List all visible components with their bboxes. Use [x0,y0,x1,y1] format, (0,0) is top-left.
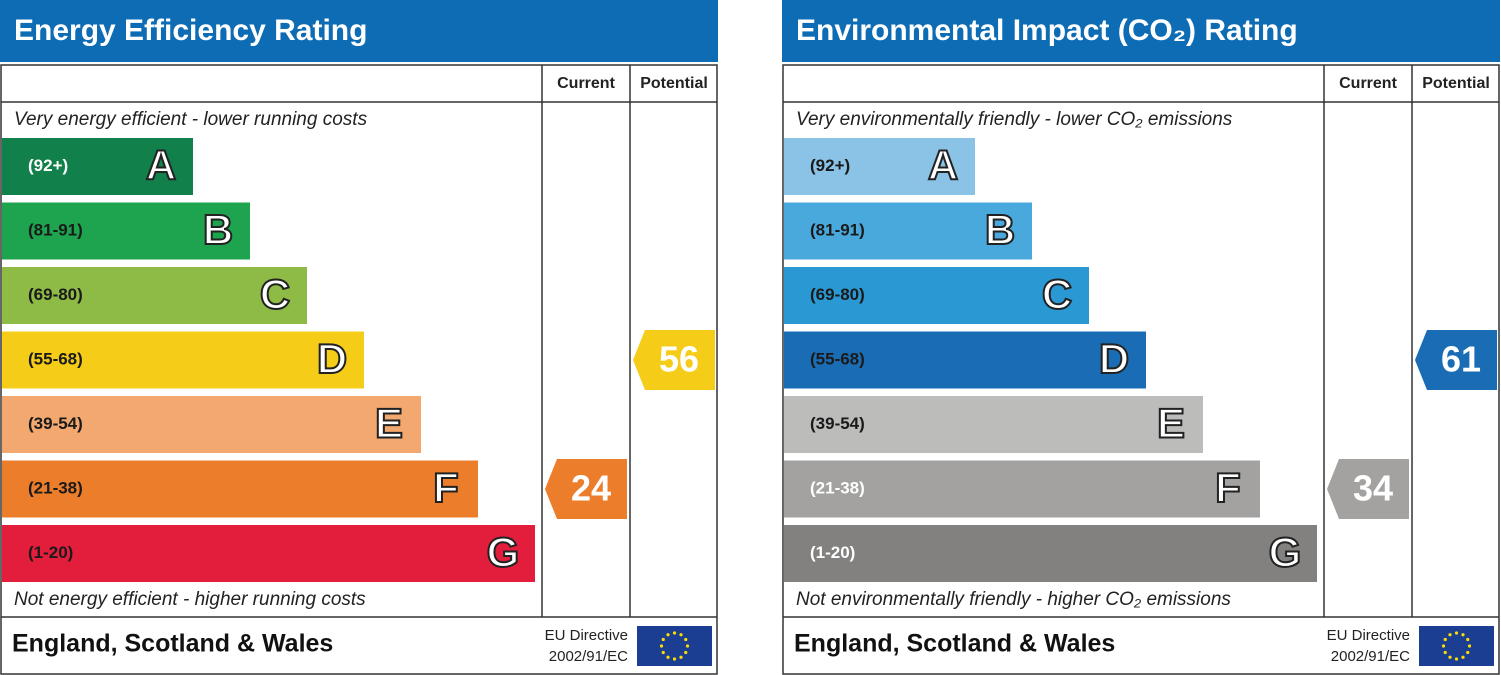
rating-value: 24 [571,468,611,509]
eu-star [1448,633,1452,637]
rating-panel: Environmental Impact (CO₂) Rating Current… [782,0,1500,675]
band-letter: C [1042,271,1072,318]
band-range: (39-54) [810,414,865,433]
eu-star [666,655,670,659]
eu-star [672,657,677,661]
eu-directive: 2002/91/EC [549,648,628,665]
band-letter: E [375,400,403,447]
column-header: Current [1339,75,1397,92]
eu-star [1461,655,1465,659]
band-range: (92+) [28,156,68,175]
eu-star [1443,637,1447,642]
band-letter: F [433,464,459,511]
band-bar [784,460,1260,518]
band-range: (69-80) [810,285,865,304]
rating-panel: Energy Efficiency Rating Current Potential… [0,0,718,675]
top-note: Very energy efficient - lower running co… [14,109,368,130]
band-letter: D [317,335,347,382]
rating-value: 34 [1353,468,1393,509]
eu-directive: EU Directive [545,627,628,644]
band-letter: B [985,206,1015,253]
eu-directive: EU Directive [1327,627,1410,644]
eu-star [659,644,664,648]
eu-star [1461,633,1465,637]
eu-star [1466,650,1470,655]
band-bar [784,331,1146,389]
band-bar [784,138,975,195]
eu-star [672,631,677,635]
title-bar [0,0,718,62]
band-bar [2,331,364,389]
band-letter: F [1215,464,1241,511]
column-header: Potential [1422,75,1490,92]
band-bar [2,460,478,518]
band-bar [2,202,250,260]
rating-arrow [545,459,627,519]
band-bar [784,525,1317,582]
eu-star [1448,655,1452,659]
bottom-note: Not energy efficient - higher running co… [14,589,366,610]
band-letter: A [146,142,176,189]
column-header: Current [557,75,615,92]
band-letter: A [928,142,958,189]
rating-arrow [633,330,715,390]
band-letter: G [1269,529,1302,576]
band-range: (39-54) [28,414,83,433]
band-bar [2,396,421,453]
band-bar [784,202,1032,260]
rating-arrow [1327,459,1409,519]
band-bar [784,396,1203,453]
band-letter: D [1099,335,1129,382]
eu-star [1466,637,1470,642]
band-letter: G [487,529,520,576]
band-range: (92+) [810,156,850,175]
band-range: (81-91) [810,220,865,239]
rating-value: 56 [659,339,699,380]
band-range: (1-20) [810,543,855,562]
band-letter: E [1157,400,1185,447]
eu-star [679,633,683,637]
eu-star [666,633,670,637]
band-letter: C [260,271,290,318]
footer-region: England, Scotland & Wales [12,630,333,658]
band-letter: B [203,206,233,253]
band-range: (1-20) [28,543,73,562]
eu-star [1454,631,1459,635]
rating-value: 61 [1441,339,1481,380]
top-note: Very environmentally friendly - lower CO… [796,109,1233,130]
bottom-note: Not environmentally friendly - higher CO… [796,589,1231,610]
eu-star [684,637,688,642]
panel-title: Energy Efficiency Rating [14,14,367,47]
eu-star [661,650,665,655]
band-range: (55-68) [810,349,865,368]
column-header: Potential [640,75,708,92]
band-range: (21-38) [28,478,83,497]
eu-star [684,650,688,655]
band-bar [2,267,307,324]
band-bar [2,525,535,582]
panel-title: Environmental Impact (CO₂) Rating [796,14,1298,47]
band-range: (69-80) [28,285,83,304]
band-bar [784,267,1089,324]
eu-star [679,655,683,659]
footer-region: England, Scotland & Wales [794,630,1115,658]
band-range: (21-38) [810,478,865,497]
band-bar [2,138,193,195]
eu-star [1441,644,1446,648]
eu-star [661,637,665,642]
eu-star [1454,657,1459,661]
rating-arrow [1415,330,1497,390]
eu-directive: 2002/91/EC [1331,648,1410,665]
band-range: (55-68) [28,349,83,368]
eu-star [1467,644,1472,648]
title-bar [782,0,1500,62]
eu-star [685,644,690,648]
eu-star [1443,650,1447,655]
band-range: (81-91) [28,220,83,239]
